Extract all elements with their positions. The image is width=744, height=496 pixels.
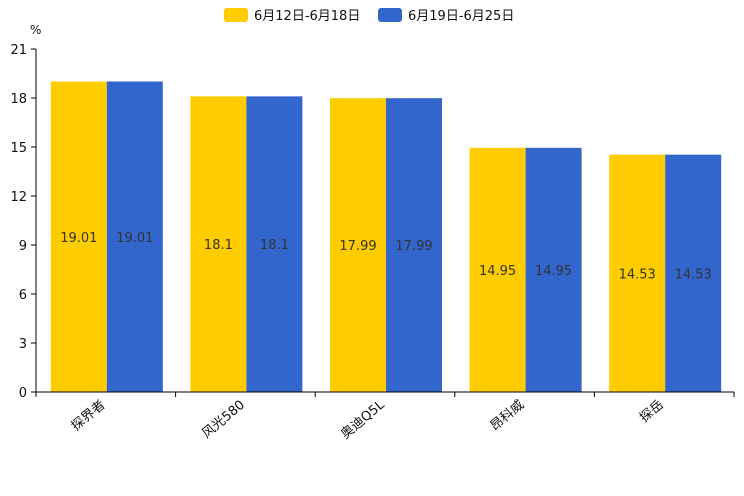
y-tick-label: 6 bbox=[19, 288, 27, 303]
bar-value-label: 14.95 bbox=[535, 264, 572, 279]
legend-swatch bbox=[378, 8, 402, 22]
y-tick-label: 18 bbox=[10, 92, 27, 107]
bar-value-label: 14.53 bbox=[619, 267, 656, 282]
x-category-label: 风光580 bbox=[199, 398, 248, 442]
bar-value-label: 14.95 bbox=[479, 264, 516, 279]
legend-label: 6月12日-6月18日 bbox=[254, 9, 360, 24]
bar bbox=[246, 96, 303, 392]
bar-value-label: 14.53 bbox=[675, 267, 712, 282]
bar bbox=[106, 81, 163, 393]
bar-value-label: 17.99 bbox=[339, 239, 376, 254]
legend-swatch bbox=[224, 8, 248, 22]
bar bbox=[190, 96, 247, 392]
x-category-label: 探岳 bbox=[637, 398, 667, 426]
bar bbox=[609, 154, 666, 392]
legend-label: 6月19日-6月25日 bbox=[408, 9, 514, 24]
bar-value-label: 19.01 bbox=[116, 231, 153, 246]
x-category-label: 奥迪Q5L bbox=[338, 397, 388, 442]
bar bbox=[50, 81, 107, 393]
y-tick-label: 0 bbox=[19, 386, 27, 401]
y-tick-label: 21 bbox=[10, 43, 27, 58]
bar bbox=[525, 147, 582, 392]
bar-value-label: 19.01 bbox=[60, 231, 97, 246]
y-tick-label: 12 bbox=[10, 190, 27, 205]
bar-value-label: 17.99 bbox=[395, 239, 432, 254]
bar-value-label: 18.1 bbox=[204, 238, 233, 253]
y-tick-label: 15 bbox=[10, 141, 27, 156]
x-category-label: 昂科威 bbox=[488, 398, 528, 435]
y-tick-label: 3 bbox=[19, 337, 27, 352]
bar bbox=[330, 98, 386, 392]
y-tick-label: 9 bbox=[19, 239, 27, 254]
x-category-label: 探界者 bbox=[69, 398, 109, 435]
bar-value-label: 18.1 bbox=[260, 238, 289, 253]
y-axis-unit: % bbox=[30, 23, 41, 37]
bar bbox=[469, 147, 526, 392]
bar bbox=[665, 154, 722, 392]
bar bbox=[386, 98, 442, 392]
